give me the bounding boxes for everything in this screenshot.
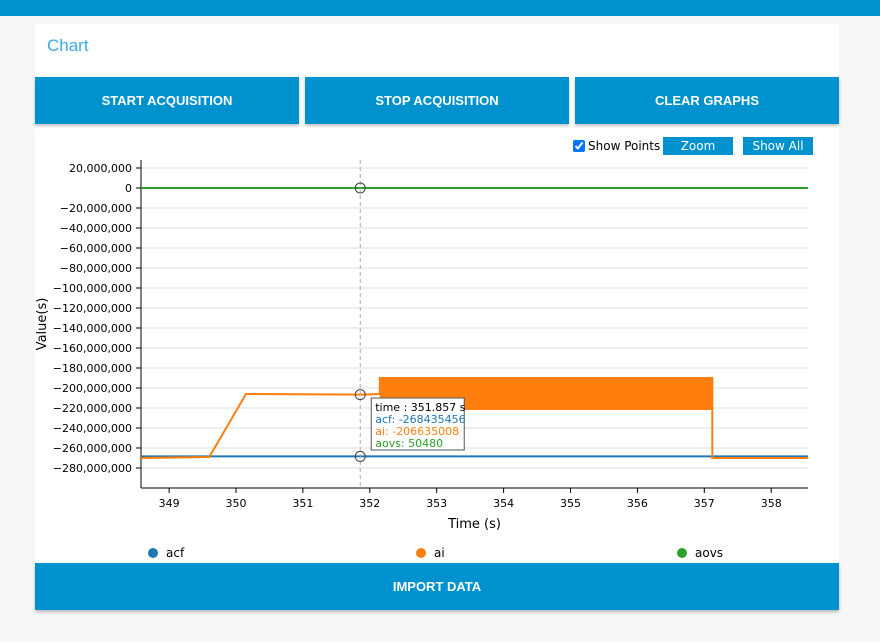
x-tick-label: 352 bbox=[359, 497, 380, 510]
cursor-point bbox=[354, 389, 366, 401]
legend-ai[interactable]: ai bbox=[416, 546, 445, 560]
legend-dot-icon bbox=[677, 548, 687, 558]
x-tick-label: 351 bbox=[292, 497, 313, 510]
legend-dot-icon bbox=[416, 548, 426, 558]
legend-acf[interactable]: acf bbox=[148, 546, 184, 560]
start-acquisition-button[interactable]: START ACQUISITION bbox=[35, 77, 299, 124]
tooltip-ai: ai: -206635008 bbox=[375, 425, 459, 438]
y-tick-label: −160,000,000 bbox=[53, 342, 132, 355]
x-tick-label: 356 bbox=[627, 497, 648, 510]
y-tick-label: −200,000,000 bbox=[53, 382, 132, 395]
x-tick-label: 353 bbox=[426, 497, 447, 510]
clear-graphs-button[interactable]: CLEAR GRAPHS bbox=[575, 77, 839, 124]
page-title: Chart bbox=[47, 36, 89, 55]
y-tick-label: −240,000,000 bbox=[53, 422, 132, 435]
cursor-point bbox=[354, 450, 366, 462]
top-bar bbox=[0, 0, 880, 16]
y-tick-label: −260,000,000 bbox=[53, 442, 132, 455]
y-tick-label: −220,000,000 bbox=[53, 402, 132, 415]
tooltip-acf: acf: -268435456 bbox=[375, 413, 465, 426]
show-points-input[interactable] bbox=[573, 140, 585, 152]
legend-label: aovs bbox=[695, 546, 724, 560]
show-points-label: Show Points bbox=[588, 139, 661, 153]
show-points-checkbox[interactable]: Show Points bbox=[573, 139, 660, 153]
x-tick-label: 349 bbox=[159, 497, 180, 510]
stop-acquisition-button[interactable]: STOP ACQUISITION bbox=[305, 77, 569, 124]
x-axis-label: Time (s) bbox=[447, 517, 501, 532]
tooltip-box bbox=[370, 397, 465, 451]
show-all-button[interactable]: Show All bbox=[743, 137, 813, 155]
y-tick-label: −20,000,000 bbox=[60, 202, 132, 215]
legend-label: ai bbox=[434, 546, 445, 560]
tooltip-aovs: aovs: 50480 bbox=[375, 437, 443, 450]
y-tick-label: −120,000,000 bbox=[53, 302, 132, 315]
cursor-point bbox=[354, 182, 366, 194]
x-tick-label: 358 bbox=[761, 497, 782, 510]
y-tick-label: −140,000,000 bbox=[53, 322, 132, 335]
tooltip-time: time : 351.857 s bbox=[375, 401, 466, 414]
x-tick-label: 355 bbox=[560, 497, 581, 510]
y-tick-label: −180,000,000 bbox=[53, 362, 132, 375]
legend-dot-icon bbox=[148, 548, 158, 558]
legend-aovs[interactable]: aovs bbox=[677, 546, 723, 560]
x-tick-label: 350 bbox=[225, 497, 246, 510]
y-tick-label: −80,000,000 bbox=[60, 262, 132, 275]
y-tick-label: −280,000,000 bbox=[53, 462, 132, 475]
y-tick-label: −100,000,000 bbox=[53, 282, 132, 295]
y-tick-label: 20,000,000 bbox=[69, 162, 132, 175]
y-axis-label: Value(s) bbox=[35, 298, 50, 351]
y-tick-label: −40,000,000 bbox=[60, 222, 132, 235]
x-tick-label: 354 bbox=[493, 497, 514, 510]
series-ai-line bbox=[140, 377, 808, 459]
y-tick-label: −60,000,000 bbox=[60, 242, 132, 255]
x-tick-label: 357 bbox=[694, 497, 715, 510]
legend-label: acf bbox=[166, 546, 185, 560]
zoom-button[interactable]: Zoom bbox=[663, 137, 733, 155]
import-data-button[interactable]: IMPORT DATA bbox=[35, 563, 839, 610]
y-tick-label: 0 bbox=[125, 182, 132, 195]
